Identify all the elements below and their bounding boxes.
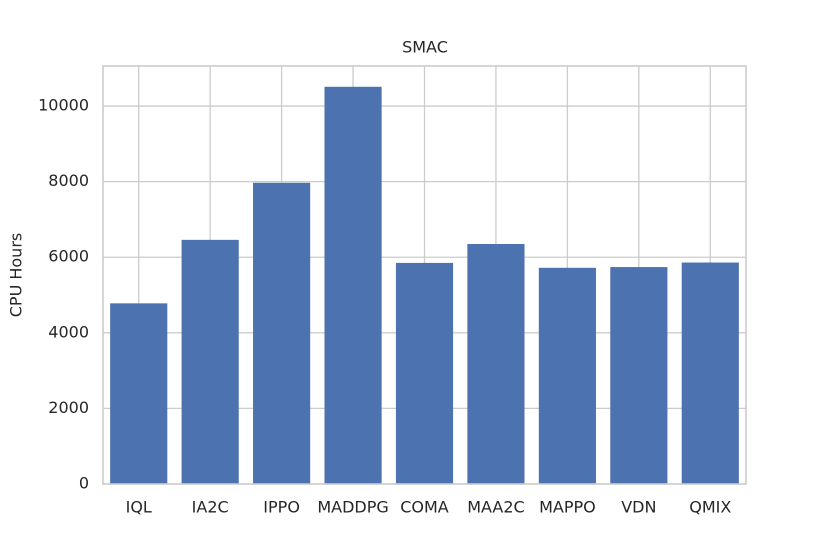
bar (395, 262, 454, 484)
x-tick-label: MAPPO (539, 498, 596, 517)
x-tick-label: QMIX (689, 498, 731, 517)
chart-title: SMAC (402, 38, 448, 57)
y-tick-label: 8000 (48, 171, 89, 190)
y-axis-label: CPU Hours (7, 233, 26, 318)
x-tick-label: COMA (400, 498, 449, 517)
bar (324, 86, 382, 484)
x-tick-label: IA2C (192, 498, 229, 517)
y-tick-label: 10000 (38, 96, 89, 115)
y-tick-label: 4000 (48, 322, 89, 341)
x-tick-label: VDN (621, 498, 656, 517)
x-tick-label: IPPO (263, 498, 300, 517)
x-tick-label: MAA2C (467, 498, 525, 517)
bar (467, 244, 525, 484)
bar (610, 267, 668, 484)
bar (253, 182, 311, 484)
bar (681, 262, 739, 484)
x-tick-label: IQL (126, 498, 152, 517)
y-tick-label: 6000 (48, 247, 89, 266)
y-tick-label: 0 (79, 474, 89, 493)
bar (110, 303, 168, 484)
y-tick-label: 2000 (48, 398, 89, 417)
bar (181, 239, 239, 484)
x-tick-label: MADDPG (317, 498, 388, 517)
plot-frame (102, 65, 747, 485)
bar (538, 267, 596, 484)
